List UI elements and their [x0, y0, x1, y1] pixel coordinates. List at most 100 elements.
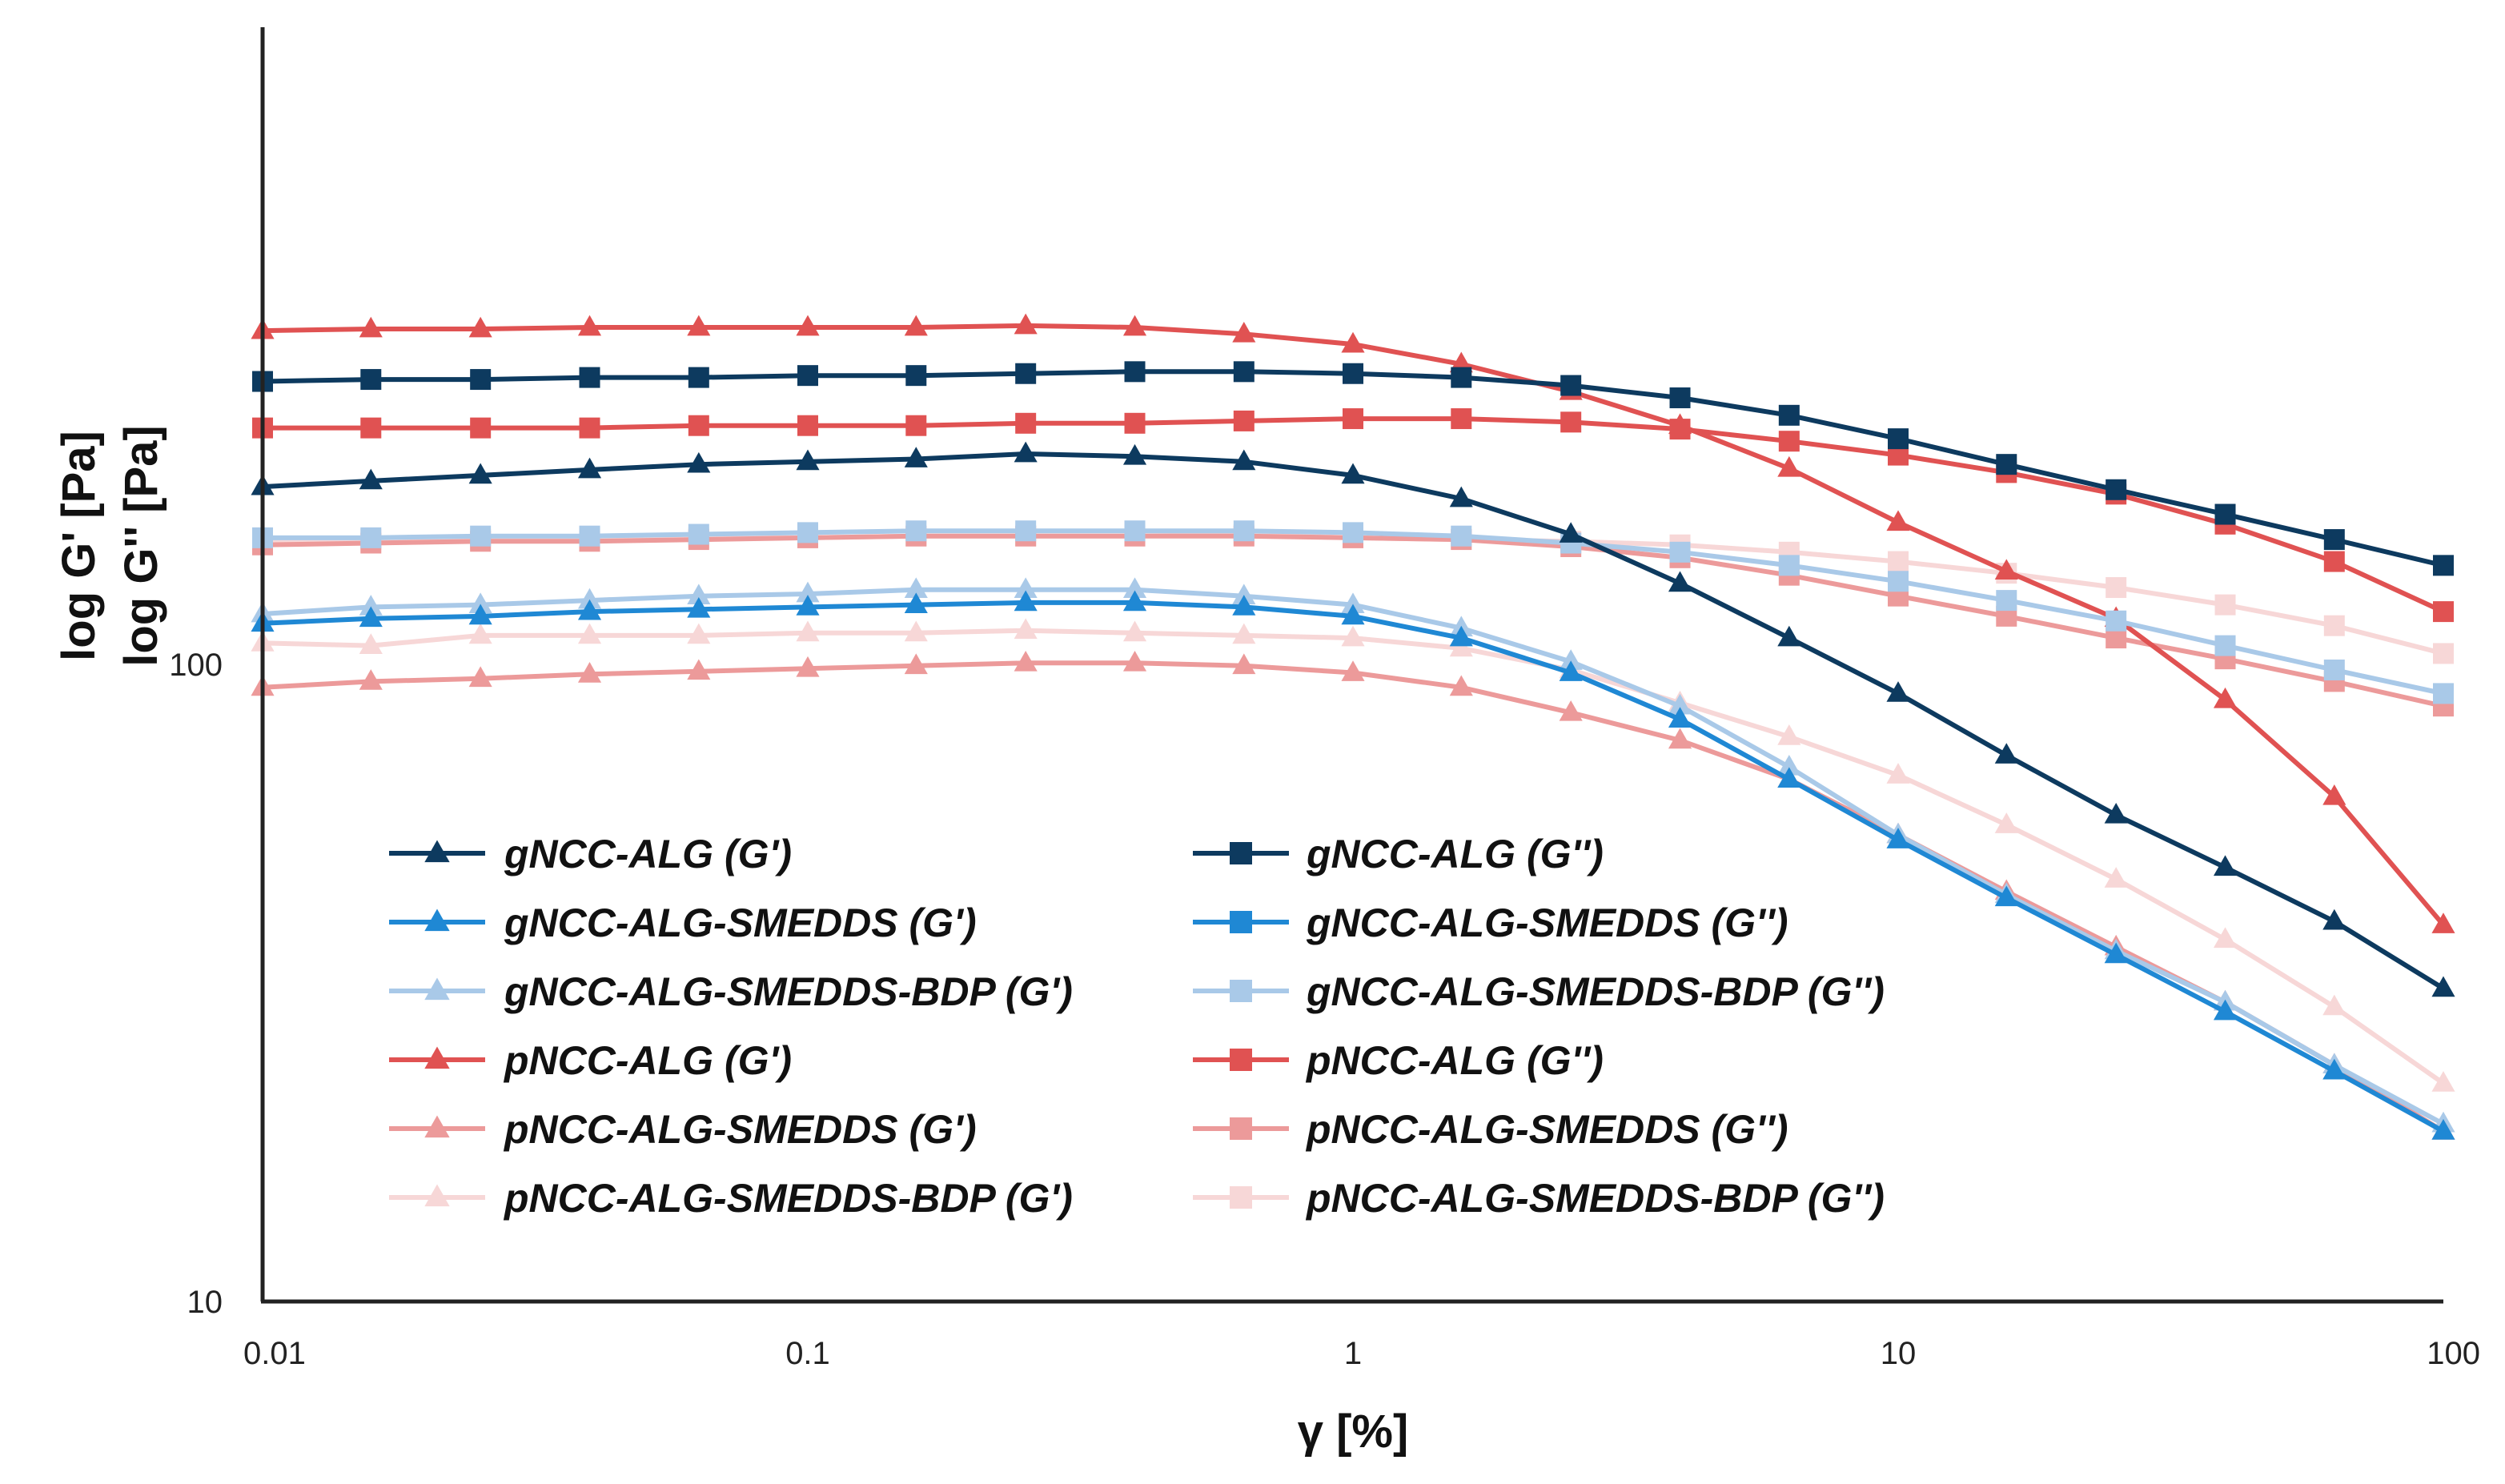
point-gncc-alg-g-g1-13: [1668, 571, 1692, 592]
legend-label-gncc-alg-smedds-bdp-g-g2: gNCC-ALG-SMEDDS-BDP (G''): [1306, 969, 1885, 1014]
series-pncc-alg-smedds-bdp-g-g1: [251, 618, 2455, 1092]
point-pncc-alg-g-g1-8: [1122, 315, 1147, 336]
point-gncc-alg-smedds-bdp-g-g1-13: [1668, 693, 1692, 715]
point-gncc-alg-smedds-bdp-g-g2-2: [470, 525, 492, 547]
x-tick-label-0-01: 0.01: [243, 1336, 306, 1371]
point-gncc-alg-smedds-g-g1-11: [1449, 625, 1473, 647]
point-gncc-alg-smedds-g-g1-5: [796, 595, 820, 616]
legend-item-pncc-alg-g-g1: pNCC-ALG (G'): [389, 1038, 792, 1083]
point-gncc-alg-g-g1-18: [2213, 855, 2238, 876]
point-gncc-alg-smedds-bdp-g-g2-18: [2214, 635, 2236, 656]
ticks-layer: 0.01 0.1 1 10 100 10 100: [169, 648, 2480, 1371]
point-gncc-alg-g-g2-4: [688, 367, 709, 388]
point-gncc-alg-smedds-bdp-g-g2-9: [1233, 520, 1255, 542]
point-gncc-alg-g-g1-14: [1777, 625, 1801, 647]
point-pncc-alg-g-g1-5: [796, 315, 820, 336]
point-gncc-alg-smedds-g-g1-10: [1341, 604, 1365, 625]
point-gncc-alg-smedds-bdp-g-g2-6: [905, 520, 927, 542]
point-gncc-alg-smedds-g-g1-8: [1122, 590, 1147, 612]
series-gncc-alg-smedds-bdp-g-g2: [252, 520, 2454, 704]
y-tick-label-10: 10: [187, 1285, 223, 1320]
point-gncc-alg-g-g2-10: [1343, 363, 1363, 384]
point-gncc-alg-smedds-g-g1-15: [1886, 828, 1910, 848]
point-pncc-alg-g-g1-7: [1014, 313, 1038, 335]
point-pncc-alg-smedds-g-g1-1: [359, 669, 383, 690]
point-gncc-alg-g-g1-3: [577, 457, 602, 479]
point-gncc-alg-smedds-g-g1-17: [2104, 942, 2128, 964]
legend-item-pncc-alg-smedds-g-g2: pNCC-ALG-SMEDDS (G''): [1193, 1107, 1788, 1152]
point-pncc-alg-smedds-bdp-g-g1-7: [1014, 618, 1038, 640]
legend-marker-gncc-alg-smedds-g-g1: [424, 908, 450, 932]
point-gncc-alg-g-g2-8: [1124, 361, 1146, 383]
y-axis-title-line-2: log G'' [Pa]: [115, 425, 167, 666]
point-pncc-alg-smedds-bdp-g-g1-8: [1122, 620, 1147, 642]
legend-item-gncc-alg-smedds-g-g1: gNCC-ALG-SMEDDS (G'): [389, 900, 977, 945]
point-pncc-alg-smedds-bdp-g-g1-5: [796, 620, 820, 642]
series-pncc-alg-g-g1: [251, 313, 2455, 933]
point-pncc-alg-g-g2-19: [2323, 551, 2345, 572]
point-pncc-alg-smedds-bdp-g-g1-14: [1777, 724, 1801, 745]
axes-layer: [260, 27, 2443, 1304]
point-gncc-alg-smedds-bdp-g-g2-10: [1343, 522, 1363, 543]
point-pncc-alg-smedds-bdp-g-g2-17: [2106, 577, 2127, 599]
point-gncc-alg-smedds-bdp-g-g1-14: [1777, 754, 1801, 776]
point-gncc-alg-g-g1-2: [468, 463, 492, 484]
legend: gNCC-ALG (G') gNCC-ALG (G'') gNCC-ALG-SMED…: [389, 832, 1885, 1221]
legend-item-gncc-alg-g-g2: gNCC-ALG (G''): [1193, 832, 1604, 876]
point-pncc-alg-smedds-g-g1-6: [904, 653, 928, 675]
point-pncc-alg-g-g1-19: [2322, 784, 2346, 805]
point-pncc-alg-g-g2-1: [360, 417, 382, 439]
point-pncc-alg-g-g2-12: [1560, 411, 1582, 433]
legend-marker-gncc-alg-smedds-bdp-g-g2: [1230, 980, 1252, 1002]
legend-item-gncc-alg-smedds-bdp-g-g2: gNCC-ALG-SMEDDS-BDP (G''): [1193, 969, 1885, 1014]
legend-marker-gncc-alg-smedds-g-g2: [1230, 911, 1252, 933]
point-gncc-alg-smedds-bdp-g-g2-19: [2323, 659, 2345, 680]
legend-marker-gncc-alg-g-g2: [1230, 842, 1252, 864]
point-gncc-alg-g-g1-10: [1341, 463, 1365, 484]
point-gncc-alg-g-g1-9: [1232, 449, 1256, 471]
point-gncc-alg-g-g2-11: [1451, 367, 1472, 388]
point-pncc-alg-g-g2-7: [1015, 412, 1037, 434]
point-gncc-alg-smedds-bdp-g-g2-13: [1669, 541, 1691, 563]
point-pncc-alg-g-g1-1: [359, 316, 383, 338]
point-pncc-alg-smedds-g-g1-11: [1449, 675, 1473, 696]
x-tick-label-100: 100: [2427, 1336, 2480, 1371]
legend-label-pncc-alg-smedds-bdp-g-g1: pNCC-ALG-SMEDDS-BDP (G'): [503, 1176, 1073, 1221]
legend-item-pncc-alg-smedds-bdp-g-g2: pNCC-ALG-SMEDDS-BDP (G''): [1193, 1176, 1885, 1221]
point-gncc-alg-g-g1-20: [2431, 976, 2455, 997]
point-gncc-alg-smedds-g-g1-7: [1014, 590, 1038, 612]
point-pncc-alg-smedds-bdp-g-g2-18: [2214, 594, 2236, 616]
point-pncc-alg-g-g1-18: [2213, 687, 2238, 708]
point-gncc-alg-smedds-bdp-g-g2-8: [1124, 520, 1146, 542]
point-pncc-alg-smedds-bdp-g-g2-19: [2323, 615, 2345, 636]
point-gncc-alg-smedds-bdp-g-g2-14: [1778, 555, 1800, 576]
point-gncc-alg-g-g1-5: [796, 449, 820, 471]
point-gncc-alg-smedds-bdp-g-g1-6: [904, 577, 928, 599]
point-gncc-alg-g-g1-1: [359, 468, 383, 490]
legend-item-pncc-alg-smedds-g-g1: pNCC-ALG-SMEDDS (G'): [389, 1107, 977, 1152]
point-pncc-alg-smedds-bdp-g-g1-2: [468, 623, 492, 644]
point-pncc-alg-smedds-bdp-g-g2-20: [2433, 643, 2454, 664]
point-gncc-alg-smedds-g-g1-2: [468, 604, 492, 625]
y-axis-title-line-1: log G' [Pa]: [53, 431, 105, 661]
point-gncc-alg-smedds-g-g1-13: [1668, 707, 1692, 728]
point-gncc-alg-smedds-bdp-g-g1-9: [1232, 584, 1256, 605]
point-pncc-alg-smedds-bdp-g-g1-9: [1232, 623, 1256, 644]
point-pncc-alg-smedds-bdp-g-g2-15: [1888, 551, 1909, 572]
legend-label-pncc-alg-smedds-g-g1: pNCC-ALG-SMEDDS (G'): [503, 1107, 977, 1152]
legend-label-pncc-alg-g-g2: pNCC-ALG (G''): [1305, 1038, 1604, 1083]
legend-marker-pncc-alg-smedds-bdp-g-g2: [1230, 1186, 1252, 1209]
legend-label-gncc-alg-g-g1: gNCC-ALG (G'): [504, 832, 792, 876]
point-pncc-alg-smedds-g-g1-2: [468, 666, 492, 688]
point-pncc-alg-g-g2-20: [2433, 601, 2454, 623]
legend-marker-pncc-alg-smedds-g-g1: [424, 1115, 450, 1138]
point-gncc-alg-smedds-g-g1-3: [577, 599, 602, 620]
legend-item-pncc-alg-g-g2: pNCC-ALG (G''): [1193, 1038, 1604, 1083]
point-gncc-alg-smedds-bdp-g-g1-4: [687, 584, 711, 605]
point-gncc-alg-smedds-g-g1-20: [2431, 1119, 2455, 1140]
point-gncc-alg-g-g2-15: [1888, 428, 1909, 450]
point-gncc-alg-smedds-bdp-g-g2-7: [1015, 520, 1037, 542]
point-gncc-alg-g-g2-2: [470, 369, 492, 391]
point-pncc-alg-smedds-g-g1-12: [1559, 700, 1583, 721]
